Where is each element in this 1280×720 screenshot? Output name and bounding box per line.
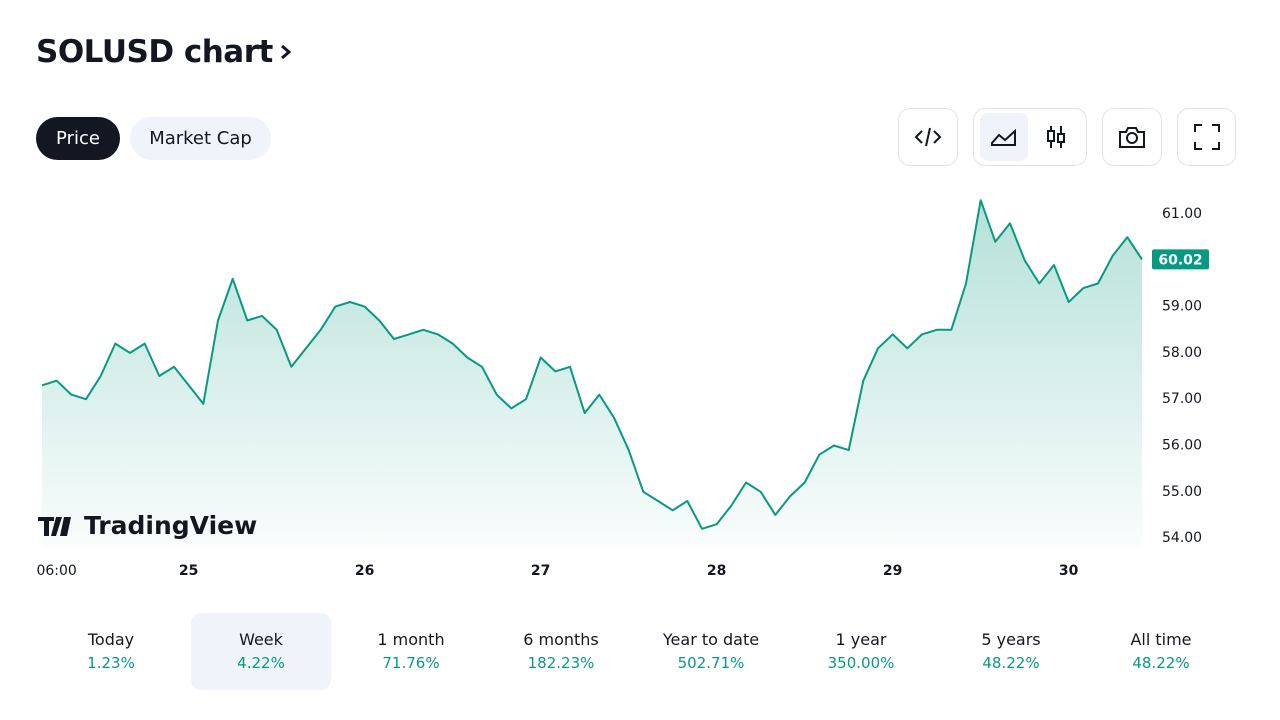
period-change: 71.76% <box>382 654 440 672</box>
fullscreen-button[interactable] <box>1177 108 1236 166</box>
period-button[interactable]: 5 years 48.22% <box>941 613 1081 690</box>
chart: TradingView 54.00 55.00 56.00 57.00 58.00 59.… <box>36 199 1209 579</box>
area-icon <box>991 128 1016 146</box>
period-button[interactable]: 6 months 182.23% <box>491 613 631 690</box>
x-tick-label: 28 <box>707 563 726 579</box>
y-tick-label: 58.00 <box>1162 345 1202 361</box>
period-button[interactable]: 1 year 350.00% <box>791 613 931 690</box>
period-button[interactable]: Week 4.22% <box>191 613 331 690</box>
area-style-button[interactable] <box>980 113 1028 161</box>
x-tick-label: 06:00 <box>36 563 76 579</box>
period-change: 502.71% <box>677 654 745 672</box>
x-tick-label: 29 <box>883 563 902 579</box>
y-tick-label: 56.00 <box>1162 437 1202 453</box>
fullscreen-icon <box>1193 124 1220 150</box>
period-label: Week <box>239 630 283 649</box>
period-change: 4.22% <box>237 654 285 672</box>
embed-button[interactable] <box>898 108 958 166</box>
watermark-logo <box>38 517 71 536</box>
camera-icon <box>1119 127 1145 148</box>
y-tick-label: 54.00 <box>1162 530 1202 546</box>
period-change: 1.23% <box>87 654 135 672</box>
y-tick-label: 55.00 <box>1162 484 1202 500</box>
snapshot-button[interactable] <box>1102 108 1162 166</box>
period-label: 1 month <box>377 630 445 649</box>
title-text: SOLUSD chart <box>36 34 273 70</box>
code-icon <box>914 127 942 147</box>
last-price-label: 60.02 <box>1158 252 1202 268</box>
candle-icon <box>1047 126 1065 148</box>
period-label: Year to date <box>662 630 760 649</box>
period-label: 1 year <box>835 630 887 649</box>
tab-price[interactable]: Price <box>36 117 120 160</box>
x-tick-label: 27 <box>531 563 550 579</box>
period-button[interactable]: 1 month 71.76% <box>341 613 481 690</box>
period-button[interactable]: All time 48.22% <box>1091 613 1231 690</box>
price-line <box>41 199 1143 530</box>
period-label: Today <box>87 630 135 649</box>
period-change: 48.22% <box>1132 654 1190 672</box>
x-tick-label: 26 <box>355 563 374 579</box>
chevron <box>280 44 292 60</box>
period-change: 182.23% <box>527 654 595 672</box>
period-change: 350.00% <box>827 654 895 672</box>
period-label: 5 years <box>981 630 1041 649</box>
period-button[interactable]: Year to date 502.71% <box>641 613 781 690</box>
period-button[interactable]: Today 1.23% <box>41 613 181 690</box>
x-tick-label: 30 <box>1059 563 1079 579</box>
period-label: 6 months <box>523 630 599 649</box>
watermark-text: TradingView <box>84 511 257 540</box>
last-price-tag <box>1152 249 1209 270</box>
chart-style-group <box>973 108 1087 166</box>
x-tick-label: 25 <box>179 563 198 579</box>
period-label: All time <box>1130 630 1192 649</box>
period-change: 48.22% <box>982 654 1040 672</box>
y-tick-label: 57.00 <box>1162 391 1202 407</box>
y-tick-label: 61.00 <box>1162 206 1202 222</box>
area-fill <box>42 200 1142 548</box>
candle-style-button[interactable] <box>1032 113 1080 161</box>
page-title[interactable]: SOLUSD chart <box>36 34 295 70</box>
y-tick-label: 59.00 <box>1162 299 1202 315</box>
watermark: TradingView <box>38 511 257 540</box>
tab-market-cap[interactable]: Market Cap <box>130 117 271 160</box>
